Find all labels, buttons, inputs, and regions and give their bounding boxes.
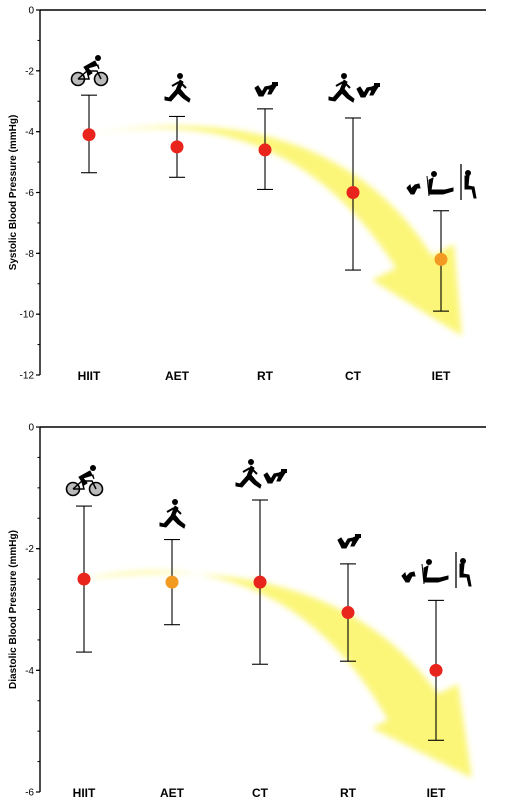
runner-arms — [242, 467, 258, 475]
data-point — [341, 606, 355, 620]
cycling-icon — [70, 55, 109, 87]
runner-head — [341, 73, 347, 79]
category-label: CT — [252, 786, 269, 800]
data-point — [434, 252, 448, 266]
rider-head — [95, 55, 101, 61]
dumbbell — [272, 82, 278, 86]
runner-head — [172, 499, 178, 505]
leg-extension-icon — [423, 565, 449, 583]
y-tick-label: -12 — [20, 371, 35, 382]
category-label: IET — [427, 786, 446, 800]
chart-panel-systolic: 0 -2 -4 -6 -8 -10 -12 Systolic Blood Pressure (… — [8, 6, 486, 383]
y-tick-label: -4 — [25, 666, 34, 677]
runner-arms — [166, 507, 182, 515]
category-label: RT — [257, 369, 274, 383]
runner-head — [248, 459, 254, 465]
sitter-head — [431, 171, 437, 177]
leg-extension-icon — [428, 177, 454, 195]
data-point — [258, 143, 272, 157]
trend-arrow — [84, 571, 472, 778]
y-tick-label: -8 — [25, 249, 34, 260]
category-label: IET — [432, 369, 451, 383]
y-axis-title: Diastolic Blood Pressure (mmHg) — [8, 530, 19, 689]
isometric-icon — [401, 552, 472, 588]
runner-body — [164, 79, 191, 103]
resistance-icon — [254, 82, 278, 97]
data-point — [165, 575, 179, 589]
rider-body — [83, 60, 100, 76]
category-label: AET — [160, 786, 185, 800]
arm-curl-shape — [254, 83, 277, 97]
data-point — [346, 186, 360, 199]
dumbbell — [374, 83, 380, 87]
isometric-icon — [406, 164, 477, 200]
runner-arms — [335, 81, 351, 89]
runner-body — [235, 465, 262, 489]
runner-body — [159, 505, 186, 529]
wallsit-head — [460, 558, 466, 564]
combined-icon — [235, 459, 287, 489]
data-point — [170, 140, 184, 154]
runner-body — [328, 79, 355, 103]
y-tick-label: -6 — [25, 188, 34, 199]
category-label: AET — [165, 369, 190, 383]
trend-arrow — [89, 125, 462, 336]
chart-panel-diastolic: 0 -2 -4 -6 Diastolic Blood Pressure (mmHg) HI… — [8, 423, 486, 800]
runner-arms — [171, 81, 187, 89]
combined-icon — [328, 73, 380, 103]
runner-head — [177, 73, 183, 79]
y-tick-label: -6 — [25, 788, 34, 799]
category-label: HIIT — [73, 786, 96, 800]
data-point — [77, 572, 91, 586]
arm-curl-shape — [263, 470, 286, 484]
chair-back — [421, 563, 425, 585]
rider-body — [78, 470, 95, 486]
wall-sit-icon — [464, 175, 477, 199]
chair-back — [426, 175, 430, 197]
arm-curl-shape — [337, 535, 360, 549]
category-label: RT — [340, 786, 357, 800]
arm-curl-shape — [356, 84, 379, 98]
running-icon — [164, 73, 191, 103]
data-point — [253, 575, 267, 589]
y-tick-label: -2 — [25, 544, 34, 555]
handgrip-icon — [401, 571, 416, 583]
y-tick-label: -10 — [20, 310, 35, 321]
running-icon — [159, 499, 186, 529]
dumbbell — [281, 469, 287, 473]
dumbbell — [355, 534, 361, 538]
y-tick-label: 0 — [28, 423, 34, 434]
category-label: HIIT — [78, 369, 101, 383]
data-point — [429, 663, 443, 677]
category-label: CT — [345, 369, 362, 383]
data-point — [82, 128, 96, 142]
rider-head — [90, 465, 96, 471]
y-axis-title: Systolic Blood Pressure (mmHg) — [8, 115, 19, 271]
handgrip-icon — [406, 183, 421, 195]
cycling-icon — [65, 465, 104, 497]
resistance-icon — [337, 534, 361, 549]
wall-sit-icon — [459, 563, 472, 587]
y-tick-label: -4 — [25, 127, 34, 138]
sitter-head — [426, 559, 432, 565]
wallsit-head — [465, 170, 471, 176]
y-tick-label: -2 — [25, 66, 34, 77]
y-tick-label: 0 — [28, 6, 34, 17]
